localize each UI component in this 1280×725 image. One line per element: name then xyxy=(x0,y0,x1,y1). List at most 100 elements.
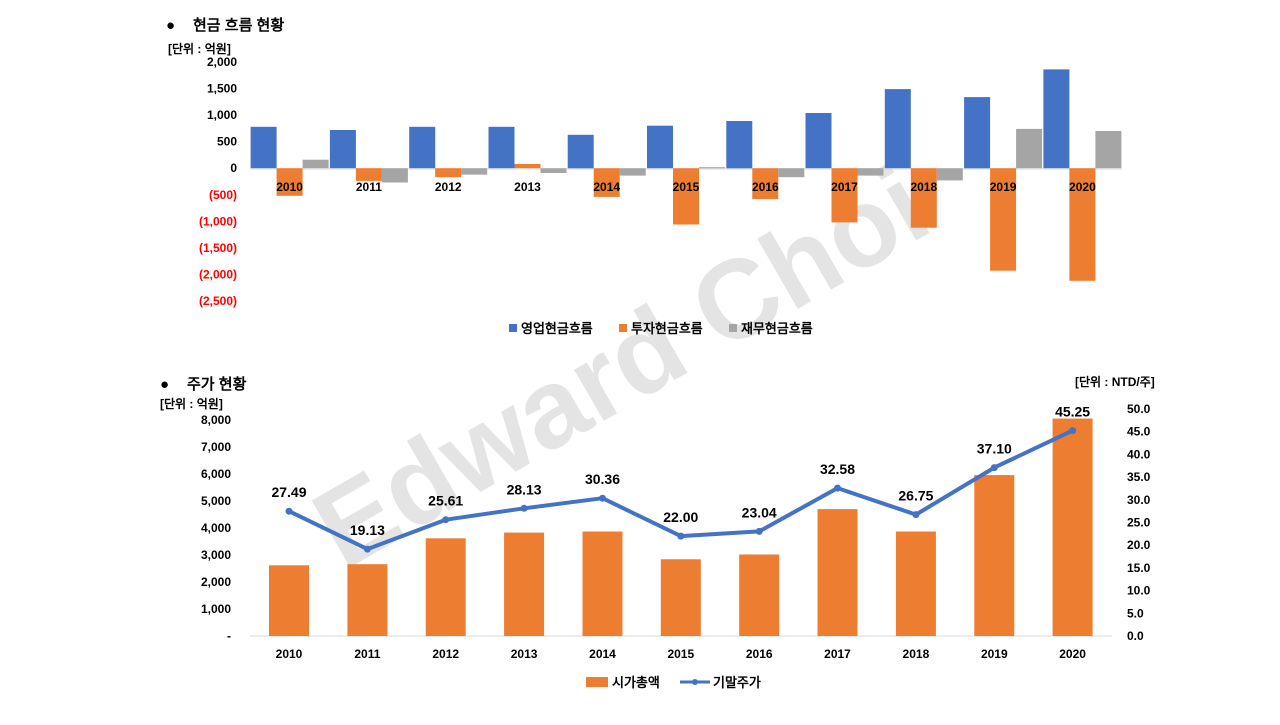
bar-investing-2020 xyxy=(1069,168,1096,281)
price-label-2015: 22.00 xyxy=(663,509,698,525)
cashflow-y-tick: 1,000 xyxy=(207,108,237,122)
stock-x-tick-2020: 2020 xyxy=(1059,647,1086,661)
stock-x-tick-2018: 2018 xyxy=(903,647,930,661)
legend-swatch-financing xyxy=(729,324,737,332)
stock-unit-label-left: [단위 : 억원] xyxy=(160,396,223,411)
bar-operating-2013 xyxy=(488,126,515,169)
bar-operating-2016 xyxy=(726,121,753,169)
stock-y-tick-right: 5.0 xyxy=(1127,606,1144,620)
bar-financing-2015 xyxy=(699,167,725,169)
bar-financing-2010 xyxy=(302,159,329,169)
price-point-2017 xyxy=(834,484,841,492)
cashflow-y-tick: 2,000 xyxy=(207,55,237,69)
cashflow-x-tick-2012: 2012 xyxy=(435,180,462,194)
bar-financing-2013 xyxy=(540,168,567,173)
price-point-2012 xyxy=(442,516,450,524)
price-point-2013 xyxy=(520,504,528,512)
stock-x-tick-2013: 2013 xyxy=(511,647,538,661)
bar-investing-2019 xyxy=(990,168,1017,271)
stock-title-bullet: ● xyxy=(160,376,169,393)
cashflow-y-tick: 500 xyxy=(217,135,237,149)
bar-market-cap-2017 xyxy=(817,509,858,636)
bar-market-cap-2011 xyxy=(347,564,388,636)
stock-x-tick-2017: 2017 xyxy=(824,647,851,661)
stock-y-tick-right: 10.0 xyxy=(1127,584,1151,598)
legend-swatch-operating xyxy=(509,324,517,332)
price-point-2015 xyxy=(677,532,685,540)
cashflow-y-tick: (1,500) xyxy=(199,241,237,255)
cashflow-y-tick: (1,000) xyxy=(199,214,237,228)
cashflow-x-tick-2010: 2010 xyxy=(276,180,303,194)
stock-x-tick-2010: 2010 xyxy=(276,647,303,661)
bar-financing-2020 xyxy=(1095,131,1122,169)
stock-x-tick-2011: 2011 xyxy=(354,647,380,661)
cashflow-title: 현금 흐름 현황 xyxy=(193,16,284,34)
bar-financing-2019 xyxy=(1016,128,1043,169)
price-label-2019: 37.10 xyxy=(977,441,1012,457)
bar-operating-2015 xyxy=(647,125,673,169)
cashflow-x-tick-2011: 2011 xyxy=(356,180,382,194)
cashflow-x-tick-2019: 2019 xyxy=(990,180,1017,194)
price-point-2016 xyxy=(755,527,763,535)
bar-investing-2017 xyxy=(831,168,858,223)
cashflow-y-tick: (500) xyxy=(209,188,237,202)
bar-investing-2015 xyxy=(673,168,699,225)
stock-y-tick-left: 4,000 xyxy=(201,521,231,535)
bar-market-cap-2019 xyxy=(974,475,1015,636)
legend-label-operating: 영업현금흐름 xyxy=(521,321,593,336)
cashflow-x-tick-2015: 2015 xyxy=(673,180,700,194)
bar-market-cap-2020 xyxy=(1052,418,1093,636)
bar-investing-2016 xyxy=(752,168,779,199)
bar-operating-2018 xyxy=(884,89,911,169)
cashflow-y-tick: 1,500 xyxy=(207,82,237,96)
stock-x-tick-2019: 2019 xyxy=(981,647,1008,661)
bar-market-cap-2012 xyxy=(425,538,466,636)
cashflow-unit-label: [단위 : 억원] xyxy=(168,41,231,56)
stock-y-tick-right: 45.0 xyxy=(1127,425,1151,439)
price-label-2016: 23.04 xyxy=(742,504,777,520)
stock-y-tick-left: 2,000 xyxy=(201,575,231,589)
price-label-2017: 32.58 xyxy=(820,461,855,477)
stock-y-tick-left: 5,000 xyxy=(201,494,231,508)
stock-price-line-group: 27.49 19.13 25.61 28.13 30.36 22.00 23.04 32.58… xyxy=(271,404,1090,553)
price-label-2010: 27.49 xyxy=(271,484,306,500)
bar-market-cap-2010 xyxy=(269,565,309,636)
stock-x-tick-2015: 2015 xyxy=(667,647,694,661)
cashflow-y-axis: 2,000 1,500 1,000 500 0 (500) (1,000) (1,500) (2… xyxy=(199,55,237,308)
stock-legend: 시가총액 기말주가 xyxy=(586,675,761,690)
bar-operating-2011 xyxy=(329,130,356,169)
stock-y-tick-right: 0.0 xyxy=(1127,629,1144,643)
bar-financing-2018 xyxy=(936,168,963,181)
price-point-2014 xyxy=(599,494,606,502)
cashflow-y-tick: 0 xyxy=(230,161,237,175)
legend-marker-price xyxy=(692,679,698,685)
bar-investing-2013 xyxy=(514,164,541,169)
cashflow-x-tick-2018: 2018 xyxy=(910,180,937,194)
bar-operating-2010 xyxy=(250,126,277,169)
cashflow-x-tick-2013: 2013 xyxy=(514,180,541,194)
price-label-2014: 30.36 xyxy=(585,471,620,487)
cashflow-x-tick-2017: 2017 xyxy=(831,180,858,194)
bar-investing-2018 xyxy=(910,168,937,228)
cashflow-title-bullet: ● xyxy=(166,17,175,34)
price-label-2018: 26.75 xyxy=(898,488,933,504)
stock-y-tick-left: 3,000 xyxy=(201,548,231,562)
stock-y-tick-left: 1,000 xyxy=(201,602,231,616)
legend-swatch-market-cap xyxy=(586,677,608,687)
stock-x-tick-2012: 2012 xyxy=(432,647,459,661)
price-point-2020 xyxy=(1069,427,1077,435)
bar-investing-2012 xyxy=(435,168,462,178)
price-label-2020: 45.25 xyxy=(1055,404,1090,420)
legend-label-price: 기말주가 xyxy=(713,675,761,690)
bar-operating-2012 xyxy=(409,126,436,169)
bar-financing-2017 xyxy=(857,168,884,176)
bar-operating-2014 xyxy=(567,134,594,169)
price-label-2011: 19.13 xyxy=(350,522,385,538)
stock-y-tick-left: - xyxy=(227,629,231,643)
stock-y-tick-right: 50.0 xyxy=(1127,402,1151,416)
stock-x-tick-2014: 2014 xyxy=(589,647,616,661)
cashflow-x-tick-2020: 2020 xyxy=(1069,180,1096,194)
price-point-2018 xyxy=(912,511,920,519)
stock-x-axis: 2010 2011 2012 2013 2014 2015 2016 2017 2018 2019… xyxy=(276,647,1087,661)
stock-y-tick-right: 20.0 xyxy=(1127,538,1151,552)
